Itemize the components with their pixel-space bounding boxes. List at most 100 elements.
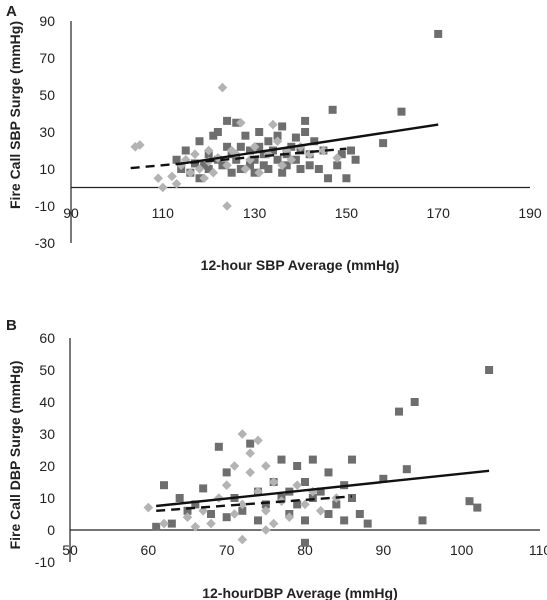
panel-b-square-point xyxy=(238,506,247,515)
panel-a-xlabel: 12-hour SBP Average (mmHg) xyxy=(201,257,400,273)
panel-a-square-point xyxy=(264,137,273,146)
panel-b-diamond-point xyxy=(245,467,255,478)
panel-a-square-point xyxy=(434,29,443,38)
panel-a-ylabel: Fire Call SBP Surge (mmHg) xyxy=(7,21,23,209)
panel-b-ytick-label: 0 xyxy=(47,522,55,538)
panel-b-points xyxy=(143,366,494,547)
panel-b-diamond-point xyxy=(284,512,295,522)
panel-a-ytick-label: 30 xyxy=(39,124,55,140)
panel-a-square-point xyxy=(397,107,406,116)
panel-b-square-point xyxy=(410,398,419,406)
panel-a-square-point xyxy=(255,128,264,136)
panel-b-diamond-point xyxy=(182,512,193,522)
panel-a-points xyxy=(130,29,443,211)
panel-a-ytick-label: 70 xyxy=(39,50,55,66)
panel-b-square-point xyxy=(222,468,231,477)
panel-b-square-point xyxy=(261,500,270,509)
panel-a-diamond-point xyxy=(171,179,182,189)
panel-a-xtick-label: 130 xyxy=(243,205,267,221)
panel-a-square-point xyxy=(342,174,351,183)
panel-b-square-point xyxy=(465,497,474,506)
panel-a-ytick-label: 50 xyxy=(39,87,55,103)
panel-b-solid-trendline xyxy=(156,469,490,508)
panel-a-square-point xyxy=(291,133,300,142)
panel-a: A Fire Call SBP Surge (mmHg) 12-hour SBP… xyxy=(6,3,542,273)
panel-b-square-point xyxy=(379,474,388,483)
panel-a-dashed-trendline xyxy=(130,147,347,170)
panel-b-square-point xyxy=(191,500,200,509)
panel-a-diamond-point xyxy=(135,140,145,150)
panel-b-diamond-point xyxy=(315,506,326,516)
panel-a-square-point xyxy=(273,131,282,140)
panel-b-diamond-point xyxy=(198,506,208,516)
panel-b-xtick-label: 90 xyxy=(376,542,392,558)
panel-b-xtick-label: 110 xyxy=(529,542,547,558)
panel-b-diamond-point xyxy=(268,518,279,529)
panel-b-square-point xyxy=(324,510,333,518)
panel-a-square-point xyxy=(278,168,287,177)
panel-a-square-point xyxy=(204,165,213,173)
panel-a-xtick-label: 150 xyxy=(335,205,359,221)
panel-b-square-point xyxy=(301,516,309,525)
panel-a-square-point xyxy=(346,146,355,155)
panel-a-square-point xyxy=(301,128,310,136)
panel-a-square-point xyxy=(246,161,255,170)
panel-a-square-point xyxy=(259,161,268,170)
panel-a-square-point xyxy=(328,105,337,114)
panel-a-trendlines xyxy=(130,123,439,170)
panel-a-square-point xyxy=(310,137,319,146)
panel-b-diamond-point xyxy=(300,499,310,510)
panel-a-square-point xyxy=(195,137,204,146)
panel-b-square-point xyxy=(473,503,482,512)
panel-b-square-point xyxy=(152,522,161,531)
panel-b-square-point xyxy=(254,516,262,525)
panel-b-xtick-label: 60 xyxy=(141,542,157,558)
panel-b-dashed-trendline xyxy=(156,495,353,512)
panel-b-xtick-label: 100 xyxy=(450,542,474,558)
panel-b-ytick-label: 30 xyxy=(39,426,55,442)
panel-b-xtick-label: 70 xyxy=(219,542,235,558)
panel-a-square-point xyxy=(181,146,190,155)
panel-b-square-point xyxy=(332,500,341,509)
panel-b-square-point xyxy=(485,366,494,374)
panel-b-square-point xyxy=(160,481,168,490)
panel-b-square-point xyxy=(222,513,231,522)
panel-a-diamond-point xyxy=(240,164,251,174)
panel-a-diamond-point xyxy=(318,145,329,156)
panel-a-square-point xyxy=(351,155,360,164)
panel-b-ytick-label: 50 xyxy=(39,362,55,378)
panel-a-diamond-point xyxy=(190,149,200,159)
panel-a-diamond-point xyxy=(130,142,141,152)
panel-b-square-point xyxy=(199,484,208,493)
panel-a-square-point xyxy=(324,174,333,183)
panel-b-diamond-point xyxy=(268,477,279,487)
panel-b-diamond-point xyxy=(253,435,263,446)
panel-a-diamond-point xyxy=(295,142,306,152)
panel-b-square-point xyxy=(355,510,364,518)
panel-b-square-point xyxy=(183,506,192,515)
panel-a-diamond-point xyxy=(263,149,274,159)
panel-a-diamond-point xyxy=(254,167,264,178)
panel-b-square-point xyxy=(308,494,317,502)
panel-a-square-point xyxy=(236,142,245,151)
panel-b-ticks: -1001020304050605060708090100110 xyxy=(35,330,547,570)
panel-b-ytick-label: -10 xyxy=(35,554,55,570)
panel-a-diamond-point xyxy=(153,173,164,184)
panel-a-diamond-point xyxy=(217,82,228,93)
panel-a-diamond-point xyxy=(222,201,232,211)
panel-b-diamond-point xyxy=(237,499,248,510)
panel-a-xtick-label: 190 xyxy=(518,205,542,221)
panel-a-square-point xyxy=(227,168,236,177)
panel-b-xlabel: 12-hourDBP Average (mmHg) xyxy=(202,585,398,600)
panel-a-square-point xyxy=(273,155,282,164)
panel-a-square-point xyxy=(223,142,232,151)
panel-b-diamond-point xyxy=(229,461,240,471)
panel-b-square-point xyxy=(348,455,356,464)
panel-b-ytick-label: 10 xyxy=(39,490,55,506)
panel-a-diamond-point xyxy=(194,164,205,174)
panel-b-diamond-point xyxy=(221,480,232,490)
panel-a-diamond-point xyxy=(208,167,219,178)
panel-a-diamond-point xyxy=(158,182,168,193)
panel-b-diamond-point xyxy=(261,506,271,516)
